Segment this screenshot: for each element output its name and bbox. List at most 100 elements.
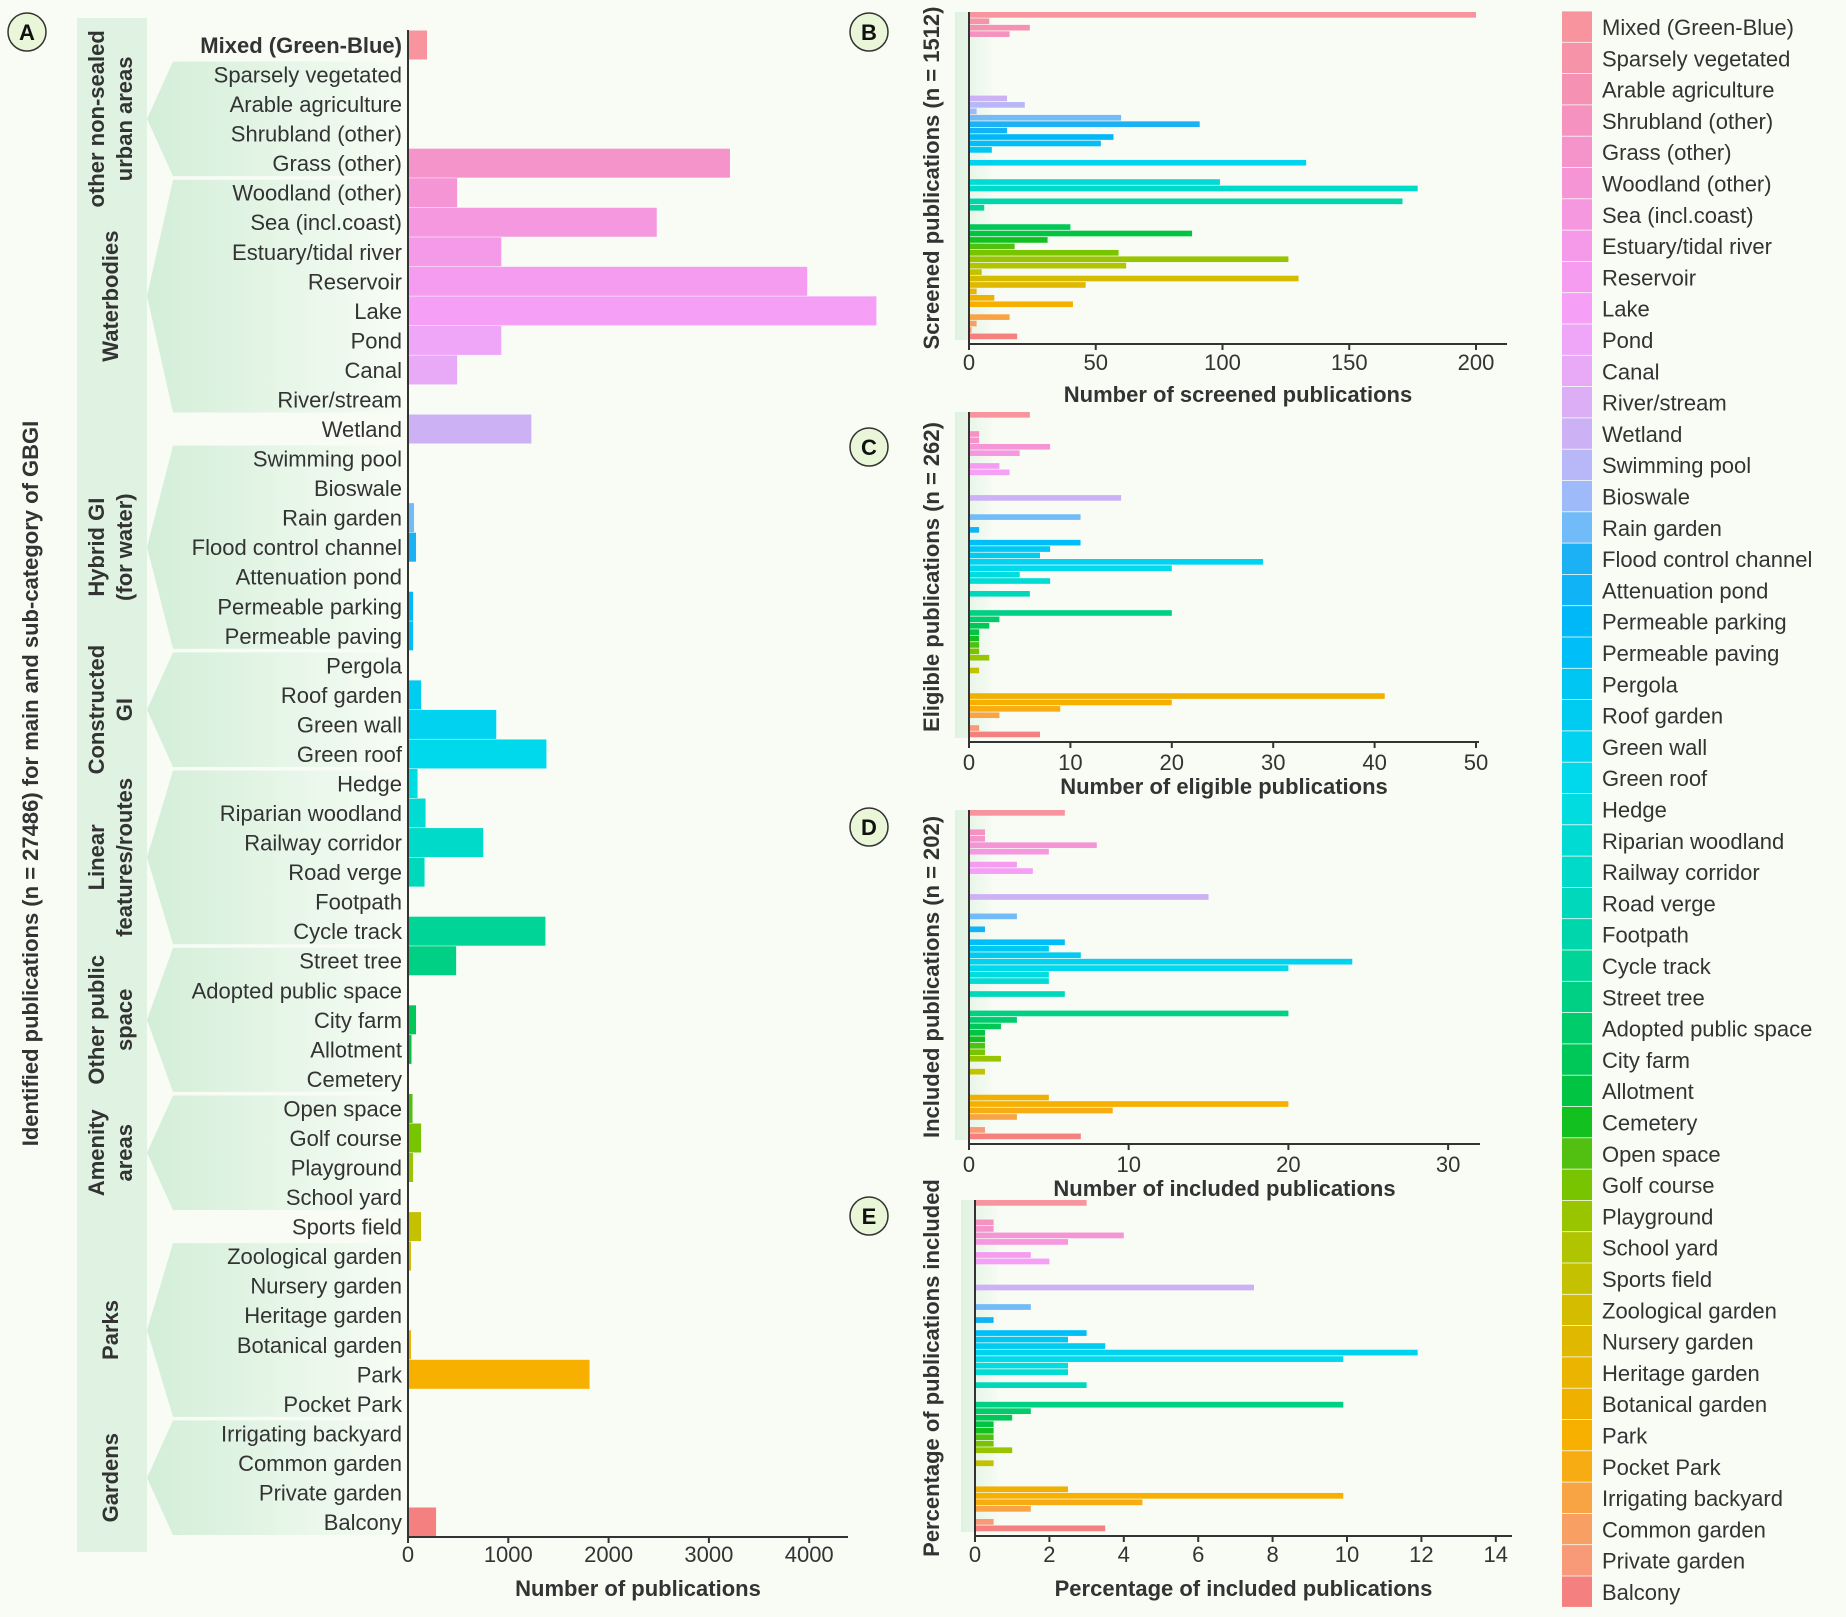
bar-d [969,1010,1289,1017]
group-label: Linear [84,824,109,890]
category-label: Irrigating backyard [221,1421,402,1446]
x-tick-label-e: 4 [1118,1542,1130,1567]
x-tick-label-a: 3000 [684,1542,733,1567]
bar-b [969,204,985,211]
y-axis-title-b: Screened publications (n = 1512) [919,7,944,350]
bar-e [975,1317,994,1323]
x-tick-label-b: 150 [1331,350,1368,375]
bar-e [975,1219,994,1226]
legend-label: Riparian woodland [1602,829,1784,854]
bar-d [969,1107,1113,1114]
group-label: (for water) [112,493,137,601]
bar-d [969,842,1097,849]
category-label: Playground [291,1156,402,1181]
legend-label: Park [1602,1424,1648,1449]
category-label: Open space [283,1096,402,1121]
x-tick-label-e: 6 [1192,1542,1204,1567]
bar-a [408,1093,413,1123]
bar-b [969,275,1299,282]
x-tick-label-e: 8 [1266,1542,1278,1567]
legend-label: Sports field [1602,1267,1712,1292]
category-label: Pergola [326,653,403,678]
x-tick-label-d: 20 [1276,1152,1300,1177]
legend-swatch [1562,637,1592,668]
bar-d [969,1036,985,1043]
legend-label: Allotment [1602,1079,1694,1104]
x-tick-label-c: 0 [963,750,975,775]
legend-label: Open space [1602,1142,1721,1167]
panel-label-circle [7,12,47,52]
bar-d [969,991,1065,997]
bar-d [969,1049,985,1056]
bar-e [975,1408,1031,1415]
bar-a [408,739,547,769]
bar-b [969,127,1008,134]
bar-d [969,810,1065,816]
x-tick-label-b: 100 [1204,350,1241,375]
x-tick-label-a: 4000 [785,1542,834,1567]
legend-label: Roof garden [1602,704,1723,729]
bar-b [969,288,977,295]
x-tick-label-a: 0 [402,1542,414,1567]
bar-a [408,237,502,267]
category-label: Grass (other) [272,151,402,176]
bar-e [975,1343,1106,1349]
category-label: Canal [345,358,402,383]
legend-label: Arable agriculture [1602,78,1774,103]
bar-e [975,1440,994,1447]
bar-b [969,140,1101,147]
bar-a [408,591,414,621]
bar-e [975,1414,1013,1421]
legend-swatch [1562,1232,1592,1263]
category-label: Allotment [310,1037,402,1062]
bar-a [408,1153,414,1183]
category-label: Woodland (other) [232,181,402,206]
legend-label: Wetland [1602,422,1682,447]
bar-e [975,1525,1106,1532]
bar-a [408,828,484,858]
legend-label: Mixed (Green-Blue) [1602,15,1794,40]
legend-label: Green roof [1602,766,1708,791]
category-label: Permeable parking [217,594,402,619]
legend-label: Street tree [1602,985,1705,1010]
bar-a [408,1005,417,1035]
bar-d [969,978,1049,984]
legend-swatch [1562,1357,1592,1388]
legend-swatch [1562,856,1592,887]
bar-e [975,1434,994,1441]
bar-c [969,527,980,533]
bar-c [969,616,1000,623]
x-tick-label-e: 12 [1409,1542,1433,1567]
bar-a [408,1123,422,1153]
category-label: Footpath [315,890,402,915]
legend-swatch [1562,449,1592,481]
category-label: Sea (incl.coast) [250,210,402,235]
category-label: Sparsely vegetated [214,63,402,88]
legend-swatch [1562,74,1592,105]
group-bracket [147,1095,400,1211]
group-label: space [112,989,137,1051]
legend-label: Railway corridor [1602,860,1760,885]
legend-label: Nursery garden [1602,1330,1754,1355]
bar-a [408,325,502,355]
bar-a [408,621,414,651]
bar-e [975,1336,1068,1343]
category-label: Pocket Park [283,1392,403,1417]
bar-c [969,667,980,674]
panel-label-circle [849,1196,889,1236]
legend-swatch [1562,167,1592,199]
bar-c [969,725,980,731]
legend-swatch [1562,480,1592,512]
bar-e [975,1492,1344,1499]
group-label: GI [112,698,137,721]
category-label: Bioswale [314,476,402,501]
legend-swatch [1562,574,1592,606]
legend-label: Heritage garden [1602,1361,1760,1386]
category-label: School yard [286,1185,402,1210]
bar-e [975,1505,1031,1512]
category-label: Street tree [299,949,402,974]
bar-a [408,1241,412,1271]
bar-c [969,546,1051,552]
bar-a [408,769,418,798]
bar-d [969,1030,985,1036]
